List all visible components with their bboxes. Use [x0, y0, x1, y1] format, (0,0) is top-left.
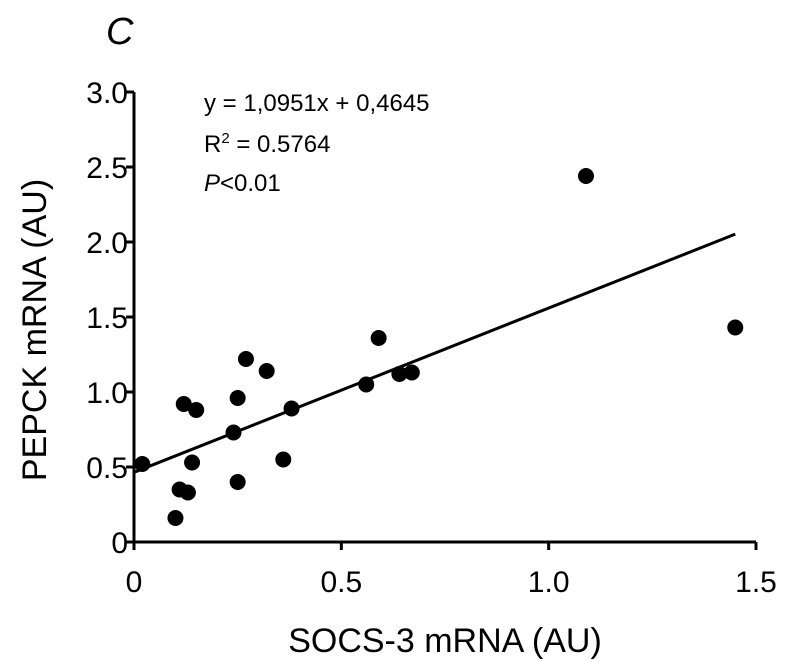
- y-tick-label: 1.5: [86, 302, 128, 335]
- x-tick-label: 1.5: [735, 566, 777, 599]
- data-point: [188, 402, 205, 418]
- data-point: [391, 366, 408, 382]
- panel-label: C: [106, 11, 134, 53]
- x-tick-label: 0: [126, 566, 143, 599]
- x-axis-title: SOCS-3 mRNA (AU): [288, 622, 602, 660]
- y-tick-label: 2.0: [86, 227, 128, 260]
- y-tick-label: 1.0: [86, 377, 128, 410]
- y-tick-label: 0: [111, 527, 128, 560]
- data-point: [225, 424, 242, 441]
- y-tick-label: 2.5: [86, 152, 128, 185]
- data-point: [258, 363, 275, 379]
- equation-text: y = 1,0951x + 0,4645: [204, 90, 430, 117]
- data-point: [727, 319, 744, 336]
- data-point: [283, 400, 300, 417]
- regression-annotation: y = 1,0951x + 0,4645 R2 = 0.5764 P<0.01: [204, 90, 430, 197]
- data-point: [370, 330, 387, 346]
- data-point: [167, 510, 184, 526]
- trend-line: [133, 232, 736, 474]
- p-value-text: P<0.01: [204, 170, 281, 197]
- y-axis-title: PEPCK mRNA (AU): [16, 179, 54, 481]
- x-axis-ticks: 0 0.5 1.0 1.5: [126, 542, 777, 599]
- data-point: [184, 454, 201, 471]
- data-point: [229, 390, 246, 406]
- data-point: [577, 168, 594, 184]
- data-point: [403, 364, 420, 381]
- data-point: [229, 474, 246, 490]
- axes: [132, 92, 756, 544]
- y-tick-label: 3.0: [86, 77, 128, 110]
- y-tick-label: 0.5: [86, 452, 128, 485]
- data-point: [134, 456, 151, 472]
- x-tick-label: 1.0: [528, 566, 570, 599]
- data-point: [175, 396, 192, 412]
- x-tick-label: 0.5: [320, 566, 362, 599]
- data-point: [275, 451, 292, 468]
- r-squared-text: R2 = 0.5764: [204, 130, 330, 158]
- data-point: [358, 376, 375, 393]
- data-point: [179, 484, 196, 501]
- data-point: [237, 351, 254, 367]
- y-axis-ticks: 0 0.5 1.0 1.5 2.0 2.5 3.0: [86, 77, 134, 560]
- data-points: [134, 168, 744, 526]
